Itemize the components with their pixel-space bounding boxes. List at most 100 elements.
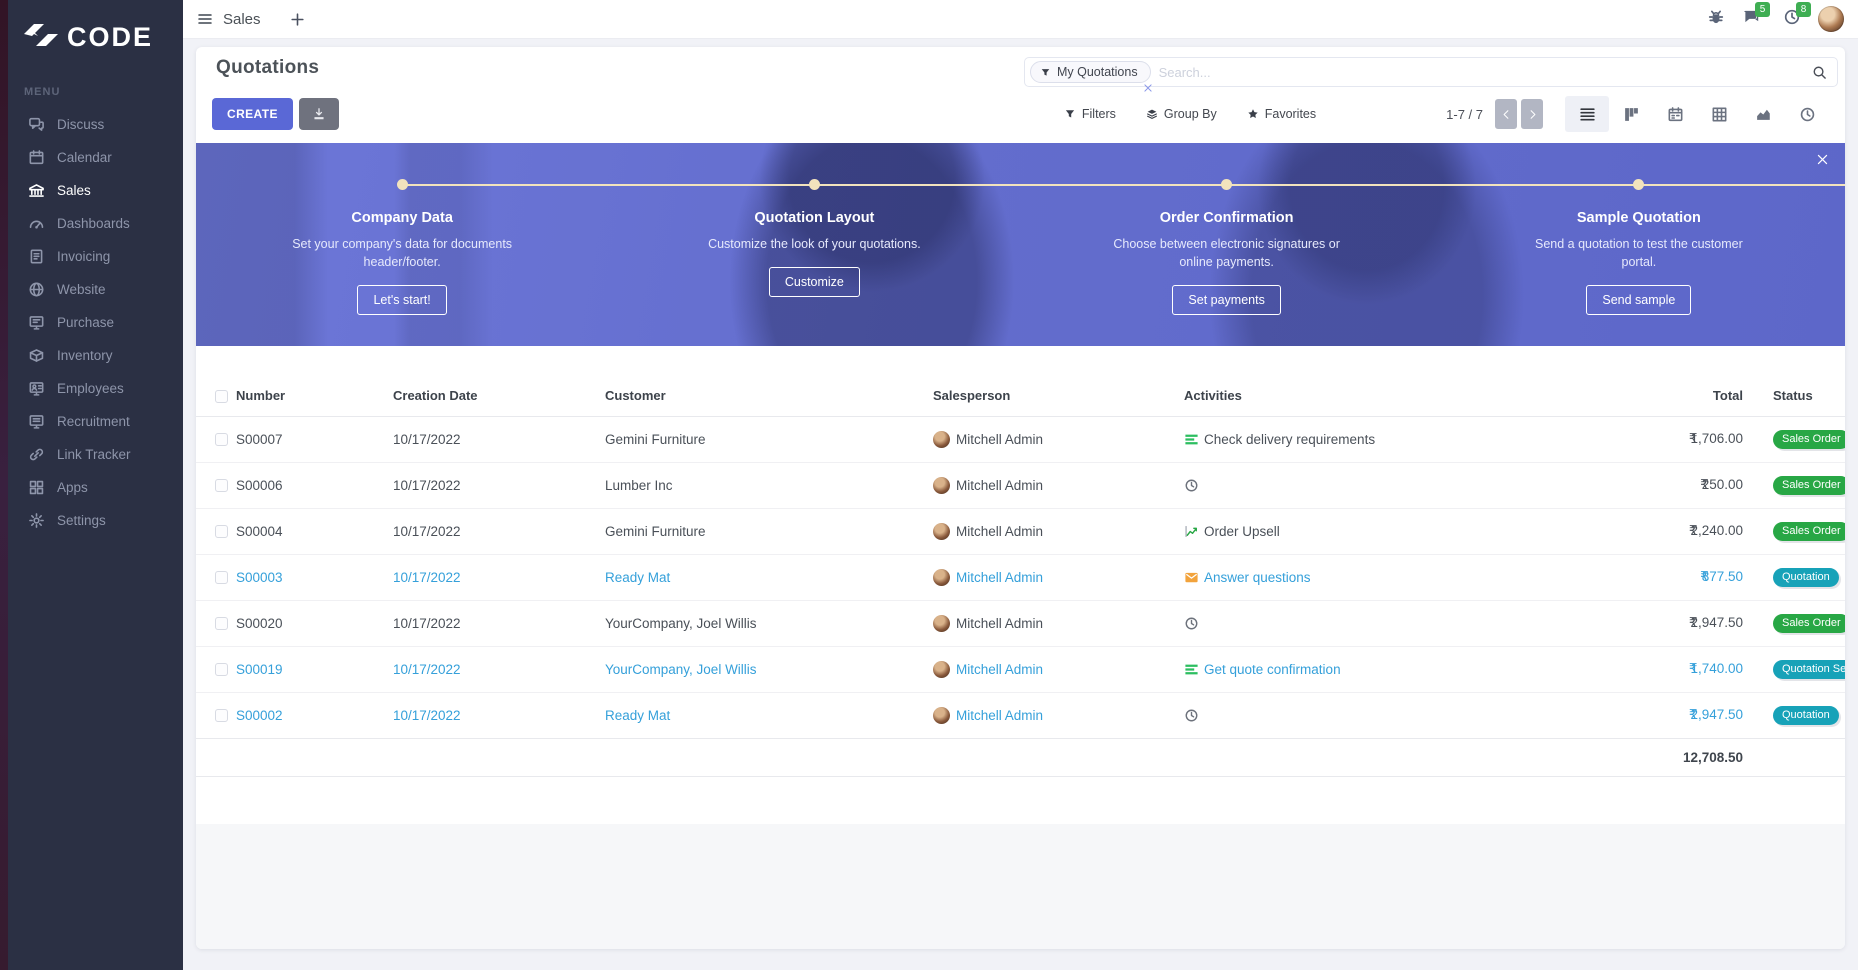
- column-header-total[interactable]: Total: [1603, 376, 1753, 416]
- banner-close-icon[interactable]: [1816, 153, 1829, 166]
- sidebar-item-calendar[interactable]: Calendar: [0, 141, 183, 174]
- salesperson-avatar: [933, 707, 950, 724]
- column-header-creation-date[interactable]: Creation Date: [393, 376, 605, 416]
- chart-activity-icon: [1184, 524, 1199, 539]
- sidebar-item-purchase[interactable]: Purchase: [0, 306, 183, 339]
- view-switch-activity[interactable]: [1785, 96, 1829, 132]
- row-checkbox[interactable]: [215, 617, 228, 630]
- cell-customer: Gemini Furniture: [605, 508, 933, 554]
- column-header-salesperson[interactable]: Salesperson: [933, 376, 1184, 416]
- activity-widget[interactable]: [1184, 478, 1603, 493]
- select-all-checkbox[interactable]: [215, 390, 228, 403]
- brand-logo[interactable]: CODE: [0, 0, 183, 58]
- sidebar-item-apps[interactable]: Apps: [0, 471, 183, 504]
- cell-activities: [1184, 692, 1603, 738]
- cell-number: S00006: [236, 462, 393, 508]
- row-checkbox[interactable]: [215, 571, 228, 584]
- activity-widget[interactable]: [1184, 616, 1603, 631]
- table-row[interactable]: S00002 10/17/2022 Ready Mat Mitchell Adm…: [196, 692, 1845, 738]
- filters-label: Filters: [1082, 107, 1116, 121]
- settings-icon: [28, 512, 45, 529]
- salesperson-name: Mitchell Admin: [956, 432, 1043, 447]
- activity-widget[interactable]: Get quote confirmation: [1184, 662, 1603, 677]
- sidebar-item-recruitment[interactable]: Recruitment: [0, 405, 183, 438]
- salesperson-name: Mitchell Admin: [956, 708, 1043, 723]
- activity-widget[interactable]: Check delivery requirements: [1184, 432, 1603, 447]
- cell-customer: Ready Mat: [605, 692, 933, 738]
- row-checkbox[interactable]: [215, 663, 228, 676]
- sidebar-item-sales[interactable]: Sales: [0, 174, 183, 207]
- activity-widget[interactable]: Order Upsell: [1184, 524, 1603, 539]
- sidebar-item-label: Website: [57, 282, 106, 297]
- pager-previous-button[interactable]: [1495, 99, 1517, 129]
- cell-number: S00003: [236, 554, 393, 600]
- row-checkbox[interactable]: [215, 433, 228, 446]
- sidebar-item-inventory[interactable]: Inventory: [0, 339, 183, 372]
- sidebar-item-website[interactable]: Website: [0, 273, 183, 306]
- step-description: Choose between electronic signatures or …: [1109, 235, 1344, 271]
- export-button[interactable]: [299, 98, 339, 130]
- recruitment-icon: [28, 413, 45, 430]
- cell-total: ₹1,706.00: [1603, 416, 1753, 462]
- group-by-button[interactable]: Group By: [1146, 107, 1217, 121]
- search-input[interactable]: [1159, 65, 1812, 80]
- sidebar-item-employees[interactable]: Employees: [0, 372, 183, 405]
- pager-next-button[interactable]: [1521, 99, 1543, 129]
- view-switch-graph[interactable]: [1741, 96, 1785, 132]
- app-title[interactable]: Sales: [223, 11, 261, 28]
- table-row[interactable]: S00004 10/17/2022 Gemini Furniture Mitch…: [196, 508, 1845, 554]
- table-row[interactable]: S00006 10/17/2022 Lumber Inc Mitchell Ad…: [196, 462, 1845, 508]
- table-row[interactable]: S00019 10/17/2022 YourCompany, Joel Will…: [196, 646, 1845, 692]
- column-header-activities[interactable]: Activities: [1184, 376, 1603, 416]
- activities-button[interactable]: 8: [1783, 8, 1801, 31]
- column-header-number[interactable]: Number: [236, 376, 393, 416]
- sidebar-item-discuss[interactable]: Discuss: [0, 108, 183, 141]
- view-switch-calendar[interactable]: [1653, 96, 1697, 132]
- add-tab-plus-icon[interactable]: [289, 11, 306, 28]
- cell-salesperson: Mitchell Admin: [933, 692, 1184, 738]
- cell-customer: Lumber Inc: [605, 462, 933, 508]
- step-action-button[interactable]: Let's start!: [357, 285, 446, 315]
- search-bar[interactable]: My Quotations: [1024, 57, 1838, 87]
- table-row[interactable]: S00003 10/17/2022 Ready Mat Mitchell Adm…: [196, 554, 1845, 600]
- group-by-icon: [1146, 108, 1158, 120]
- view-switch-pivot[interactable]: [1697, 96, 1741, 132]
- table-row[interactable]: S00020 10/17/2022 YourCompany, Joel Will…: [196, 600, 1845, 646]
- create-button[interactable]: CREATE: [212, 98, 293, 130]
- sidebar-item-dashboards[interactable]: Dashboards: [0, 207, 183, 240]
- search-facet-chip[interactable]: My Quotations: [1030, 61, 1151, 83]
- sidebar-item-invoicing[interactable]: Invoicing: [0, 240, 183, 273]
- step-action-button[interactable]: Customize: [769, 267, 860, 297]
- column-header-customer[interactable]: Customer: [605, 376, 933, 416]
- activities-count-badge: 8: [1796, 2, 1811, 17]
- view-switch-kanban[interactable]: [1609, 96, 1653, 132]
- column-header-status[interactable]: Status: [1753, 376, 1845, 416]
- row-checkbox[interactable]: [215, 479, 228, 492]
- search-icon[interactable]: [1812, 65, 1827, 80]
- step-action-button[interactable]: Set payments: [1172, 285, 1280, 315]
- sidebar-item-link-tracker[interactable]: Link Tracker: [0, 438, 183, 471]
- table-row[interactable]: S00007 10/17/2022 Gemini Furniture Mitch…: [196, 416, 1845, 462]
- view-switch-list[interactable]: [1565, 96, 1609, 132]
- sidebar-item-settings[interactable]: Settings: [0, 504, 183, 537]
- salesperson-name: Mitchell Admin: [956, 570, 1043, 585]
- activity-widget[interactable]: [1184, 708, 1603, 723]
- sidebar-item-label: Calendar: [57, 150, 112, 165]
- messages-button[interactable]: 5: [1742, 8, 1760, 31]
- favorites-button[interactable]: Favorites: [1247, 107, 1316, 121]
- view-activity-icon: [1799, 106, 1816, 123]
- footer-total-value: 12,708.50: [1603, 738, 1753, 776]
- row-checkbox[interactable]: [215, 709, 228, 722]
- row-checkbox[interactable]: [215, 525, 228, 538]
- activity-widget[interactable]: Answer questions: [1184, 570, 1603, 585]
- user-avatar[interactable]: [1818, 6, 1844, 32]
- debug-button[interactable]: [1707, 8, 1725, 31]
- cell-status: Sales Order: [1753, 508, 1845, 554]
- hamburger-menu-icon[interactable]: [197, 11, 213, 27]
- step-action-button[interactable]: Send sample: [1586, 285, 1691, 315]
- sidebar-item-label: Recruitment: [57, 414, 130, 429]
- filters-button[interactable]: Filters: [1064, 107, 1116, 121]
- clock-activity-icon: [1184, 616, 1199, 631]
- pager: 1-7 / 7: [1446, 99, 1543, 129]
- facet-remove-icon[interactable]: [1143, 83, 1153, 93]
